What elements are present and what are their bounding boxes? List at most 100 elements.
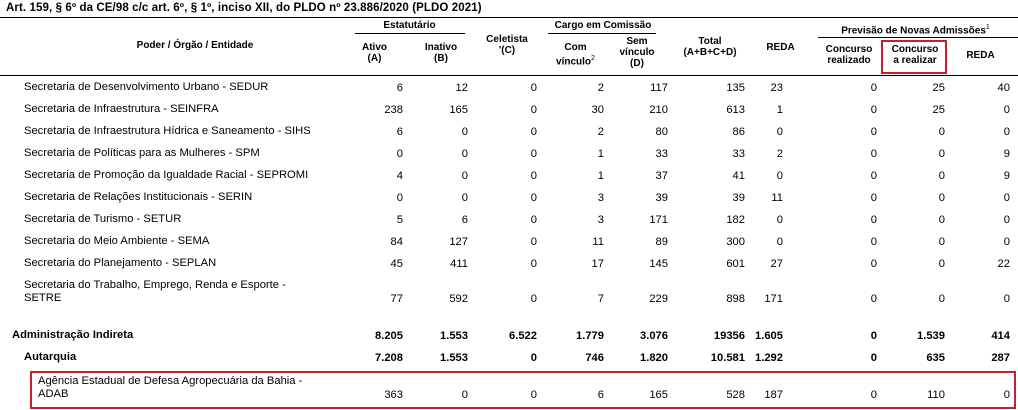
cell-value: 0 <box>530 82 537 94</box>
cell-value: 39 <box>732 192 745 204</box>
cell-value: 0 <box>1003 214 1010 226</box>
table-row: Secretaria de Políticas para as Mulheres… <box>0 147 1018 163</box>
header-total: Total (A+B+C+D) <box>670 36 750 58</box>
row-label-line: SETRE <box>24 292 62 304</box>
row-label: Secretaria de Desenvolvimento Urbano - S… <box>24 81 268 94</box>
cell-value: 110 <box>927 389 945 401</box>
table-row: Secretaria de Infraestrutura Hídrica e S… <box>0 125 1018 141</box>
cell-value: 3.076 <box>640 330 668 342</box>
cell-value: 1 <box>597 170 604 182</box>
cell-value: 1.820 <box>640 352 668 364</box>
cell-value: 0 <box>530 104 537 116</box>
cell-value: 0 <box>461 126 468 138</box>
cell-value: 0 <box>1003 293 1010 305</box>
row-label: Secretaria do Planejamento - SEPLAN <box>24 257 216 270</box>
row-label-line: Secretaria do Meio Ambiente - SEMA <box>24 235 210 247</box>
cell-value: 45 <box>390 258 403 270</box>
header-com-vinculo: Com vínculo2 <box>548 42 603 67</box>
cell-value: 187 <box>764 389 783 401</box>
cell-value: 1.605 <box>755 330 783 342</box>
cell-value: 2 <box>597 126 604 138</box>
row-label-line: Agência Estadual de Defesa Agropecuária … <box>38 375 303 387</box>
cell-value: 1 <box>776 104 783 116</box>
header-celetista-code: '(C) <box>498 45 516 56</box>
cell-value: 117 <box>650 82 668 94</box>
cell-value: 33 <box>655 148 668 160</box>
cell-value: 0 <box>396 148 403 160</box>
cell-value: 171 <box>649 214 668 226</box>
table-row: Secretaria do Meio Ambiente - SEMA 84 127 0… <box>0 235 1018 251</box>
header-celetista: Celetista '(C) <box>478 34 536 56</box>
row-label: Secretaria do Trabalho, Emprego, Renda e… <box>24 279 286 305</box>
cell-value: 0 <box>776 170 783 182</box>
header-estatutario: Estatutário <box>383 20 436 31</box>
cell-value: 411 <box>450 258 468 270</box>
cell-value: 0 <box>870 389 877 401</box>
row-label-line: ADAB <box>38 388 69 400</box>
header-com-vinculo-text: Com <box>564 42 587 53</box>
cell-value: 414 <box>991 330 1010 342</box>
cell-value: 0 <box>776 214 783 226</box>
header-sem-vinculo: Sem vínculo (D) <box>612 36 662 69</box>
cell-value: 77 <box>390 293 403 305</box>
header-inativo-code: (B) <box>434 53 448 64</box>
cell-value: 2 <box>597 82 604 94</box>
header-sem-vinculo-code: (D) <box>630 58 644 69</box>
cell-value: 613 <box>726 104 745 116</box>
cell-value: 0 <box>1003 389 1010 401</box>
cell-value: 6 <box>396 126 403 138</box>
cell-value: 0 <box>938 293 945 305</box>
cell-value: 1 <box>597 148 604 160</box>
cell-value: 0 <box>1003 192 1010 204</box>
table-row: Secretaria de Desenvolvimento Urbano - S… <box>0 81 1018 97</box>
cell-value: 1.539 <box>917 330 945 342</box>
cell-value: 30 <box>591 104 604 116</box>
header-inativo: Inativo (B) <box>416 42 466 64</box>
cell-value: 5 <box>396 214 403 226</box>
cell-value: 0 <box>530 170 537 182</box>
cell-value: 0 <box>530 258 537 270</box>
table-row: Secretaria de Infraestrutura - SEINFRA 23… <box>0 103 1018 119</box>
cell-value: 0 <box>870 352 877 364</box>
row-label: Secretaria de Relações Institucionais - … <box>24 191 252 204</box>
cell-value: 229 <box>649 293 668 305</box>
header-concurso-realizado-text2: realizado <box>827 55 871 66</box>
cell-value: 287 <box>991 352 1010 364</box>
cell-value: 1.553 <box>440 330 468 342</box>
rule-cargo <box>548 33 656 34</box>
row-label: Autarquia <box>24 351 76 364</box>
table-row: Autarquia 7.208 1.553 0 746 1.820 10.581 1.292 0… <box>0 351 1018 367</box>
cell-value: 127 <box>449 236 468 248</box>
cell-value: 80 <box>655 126 668 138</box>
cell-value: 0 <box>1003 236 1010 248</box>
table-row: Agência Estadual de Defesa Agropecuária … <box>0 375 1018 405</box>
cell-value: 0 <box>530 148 537 160</box>
cell-value: 363 <box>384 389 403 401</box>
row-label-line: Secretaria de Promoção da Igualdade Raci… <box>24 169 309 181</box>
cell-value: 0 <box>530 352 537 364</box>
highlight-concurso-realizar <box>881 40 947 74</box>
cell-value: 4 <box>396 170 403 182</box>
cell-value: 0 <box>530 126 537 138</box>
row-label: Administração Indireta <box>12 329 133 342</box>
table-caption: Art. 159, § 6º da CE/98 c/c art. 6º, § 1… <box>6 2 482 14</box>
cell-value: 0 <box>870 170 877 182</box>
row-label-line: Secretaria de Infraestrutura - SEINFRA <box>24 103 219 115</box>
cell-value: 7.208 <box>375 352 403 364</box>
cell-value: 33 <box>732 148 745 160</box>
row-label: Agência Estadual de Defesa Agropecuária … <box>38 375 302 401</box>
row-label-line: Administração Indireta <box>12 329 134 341</box>
header-com-vinculo-line2: vínculo2 <box>548 53 603 67</box>
cell-value: 0 <box>530 214 537 226</box>
cell-value: 7 <box>597 293 604 305</box>
cell-value: 0 <box>870 126 877 138</box>
header-ativo-text: Ativo <box>362 42 387 53</box>
cell-value: 86 <box>732 126 745 138</box>
rule-previsao <box>818 37 1018 38</box>
header-concurso-realizar: Concurso a realizar <box>884 44 946 66</box>
cell-value: 9 <box>1003 170 1010 182</box>
cell-value: 0 <box>870 82 877 94</box>
header-inativo-text: Inativo <box>424 42 458 53</box>
table-row: Administração Indireta 8.205 1.553 6.522 1.7… <box>0 329 1018 345</box>
cell-value: 6.522 <box>509 330 537 342</box>
